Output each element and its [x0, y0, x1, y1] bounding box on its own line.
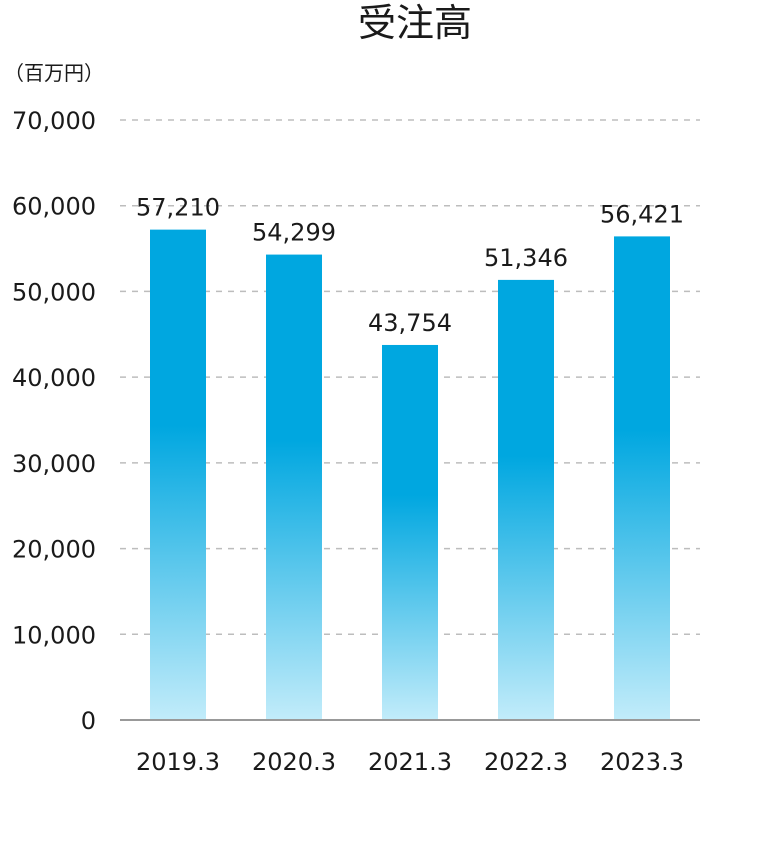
y-tick-label: 40,000	[12, 364, 96, 392]
data-label: 43,754	[368, 309, 452, 337]
x-tick-label: 2021.3	[368, 748, 452, 776]
y-tick-label: 70,000	[12, 107, 96, 135]
x-axis-tick-labels: 2019.3 2020.3 2021.3 2022.3 2023.3	[136, 748, 684, 776]
x-tick-label: 2023.3	[600, 748, 684, 776]
data-labels: 57,210 54,299 43,754 51,346 56,421	[136, 194, 684, 337]
bar-2019.3	[150, 229, 206, 720]
unit-label: （百万円）	[4, 61, 104, 85]
y-axis-tick-labels: 0 10,000 20,000 30,000 40,000 50,000 60,000 70,…	[12, 107, 96, 735]
x-tick-label: 2020.3	[252, 748, 336, 776]
bar-2022.3	[498, 279, 554, 720]
data-label: 54,299	[252, 219, 336, 247]
data-label: 56,421	[600, 200, 684, 228]
x-tick-label: 2022.3	[484, 748, 568, 776]
y-tick-label: 60,000	[12, 193, 96, 221]
chart-title: 受注高	[358, 1, 472, 45]
bars	[150, 229, 670, 721]
bar-2020.3	[266, 254, 322, 720]
x-tick-label: 2019.3	[136, 748, 220, 776]
bar-2021.3	[382, 344, 438, 720]
y-tick-label: 20,000	[12, 536, 96, 564]
y-tick-label: 0	[81, 707, 96, 735]
y-tick-label: 30,000	[12, 450, 96, 478]
bar-2023.3	[614, 236, 670, 721]
data-label: 57,210	[136, 194, 220, 222]
y-tick-label: 10,000	[12, 621, 96, 649]
y-tick-label: 50,000	[12, 278, 96, 306]
data-label: 51,346	[484, 244, 568, 272]
